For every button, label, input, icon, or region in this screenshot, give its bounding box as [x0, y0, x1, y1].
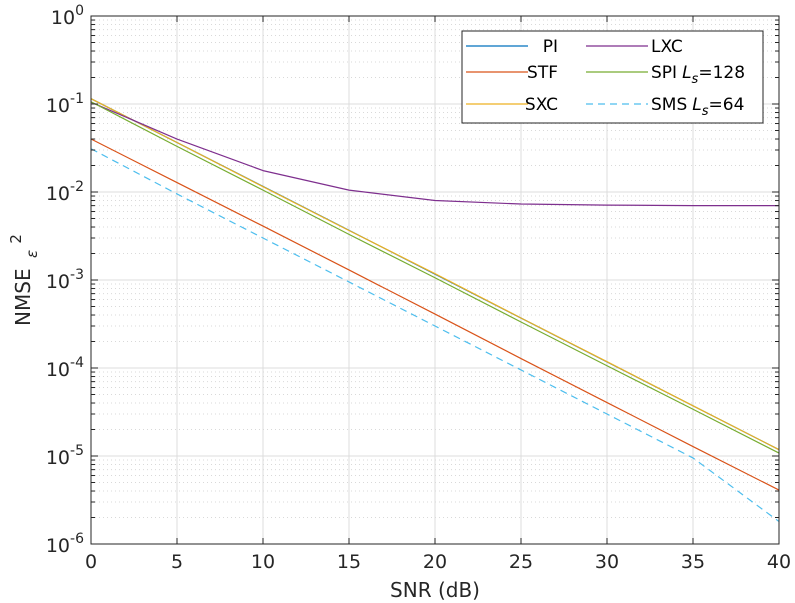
y-tick-exponent: -3	[70, 267, 84, 283]
y-axis-label-symbol: ε	[23, 250, 41, 258]
legend-subscript: s	[692, 72, 699, 87]
y-tick-base: 10	[46, 271, 70, 293]
y-tick-label: 10-3	[46, 267, 84, 293]
legend-label-stf: STF	[527, 63, 558, 83]
legend-name: LXC	[651, 37, 683, 57]
axis-ticks	[90, 15, 780, 545]
y-tick-label: 10-4	[46, 355, 84, 381]
y-tick-exponent: -6	[70, 531, 84, 547]
legend-name: SPI	[651, 63, 677, 83]
y-axis-label: NMSE ε 2	[7, 234, 42, 326]
legend-label-spi: SPI Ls=128	[651, 63, 745, 87]
legend-name: SMS	[651, 95, 687, 115]
y-axis-label-group: NMSE ε 2	[7, 234, 42, 326]
x-axis-label: SNR (dB)	[390, 578, 480, 602]
y-tick-exponent: -5	[70, 443, 84, 459]
legend-name: SXC	[525, 95, 558, 115]
series-layer	[90, 98, 780, 523]
y-tick-base: 10	[46, 535, 70, 557]
y-tick-exponent: 0	[75, 3, 84, 19]
y-tick-base: 10	[51, 7, 75, 29]
y-axis-label-text: NMSE	[11, 268, 35, 326]
y-tick-base: 10	[46, 95, 70, 117]
y-tick-exponent: -1	[70, 91, 84, 107]
x-tick-labels: 0 5 10 15 20 25 30 35 40	[85, 551, 791, 573]
legend-name: STF	[527, 63, 558, 83]
legend-label-lxc: LXC	[651, 37, 683, 57]
y-tick-base: 10	[46, 447, 70, 469]
y-tick-label: 100	[51, 3, 84, 29]
y-tick-label: 10-2	[46, 179, 84, 205]
legend-suffix: =64	[709, 95, 745, 115]
y-tick-exponent: -4	[70, 355, 84, 371]
y-tick-label: 10-6	[46, 531, 84, 557]
x-tick-label: 20	[423, 551, 447, 573]
y-tick-base: 10	[46, 359, 70, 381]
series-line-stf	[90, 138, 780, 491]
legend-subscript: s	[702, 104, 709, 119]
x-tick-label: 30	[595, 551, 619, 573]
legend-name: PI	[543, 37, 558, 57]
x-tick-label: 10	[251, 551, 275, 573]
legend-label-pi: PI	[543, 37, 558, 57]
series-line-sxc	[90, 98, 780, 451]
legend-symbol-l: L	[692, 95, 701, 115]
x-tick-label: 25	[509, 551, 533, 573]
legend-label-sxc: SXC	[525, 95, 558, 115]
series-line-sms	[90, 148, 780, 523]
y-tick-label: 10-1	[46, 91, 84, 117]
legend-suffix: =128	[698, 63, 745, 83]
y-axis-label-superscript: 2	[7, 234, 25, 244]
legend-label-sms: SMS Ls=64	[651, 95, 744, 119]
y-tick-exponent: -2	[70, 179, 84, 195]
legend-symbol-l: L	[682, 63, 691, 83]
series-line-lxc	[90, 101, 779, 207]
y-tick-label: 10-5	[46, 443, 84, 469]
series-line-spi	[90, 101, 780, 454]
x-tick-label: 15	[337, 551, 361, 573]
x-tick-label: 40	[767, 551, 791, 573]
x-tick-label: 35	[681, 551, 705, 573]
y-tick-base: 10	[46, 183, 70, 205]
x-tick-label: 5	[171, 551, 183, 573]
x-tick-label: 0	[85, 551, 97, 573]
